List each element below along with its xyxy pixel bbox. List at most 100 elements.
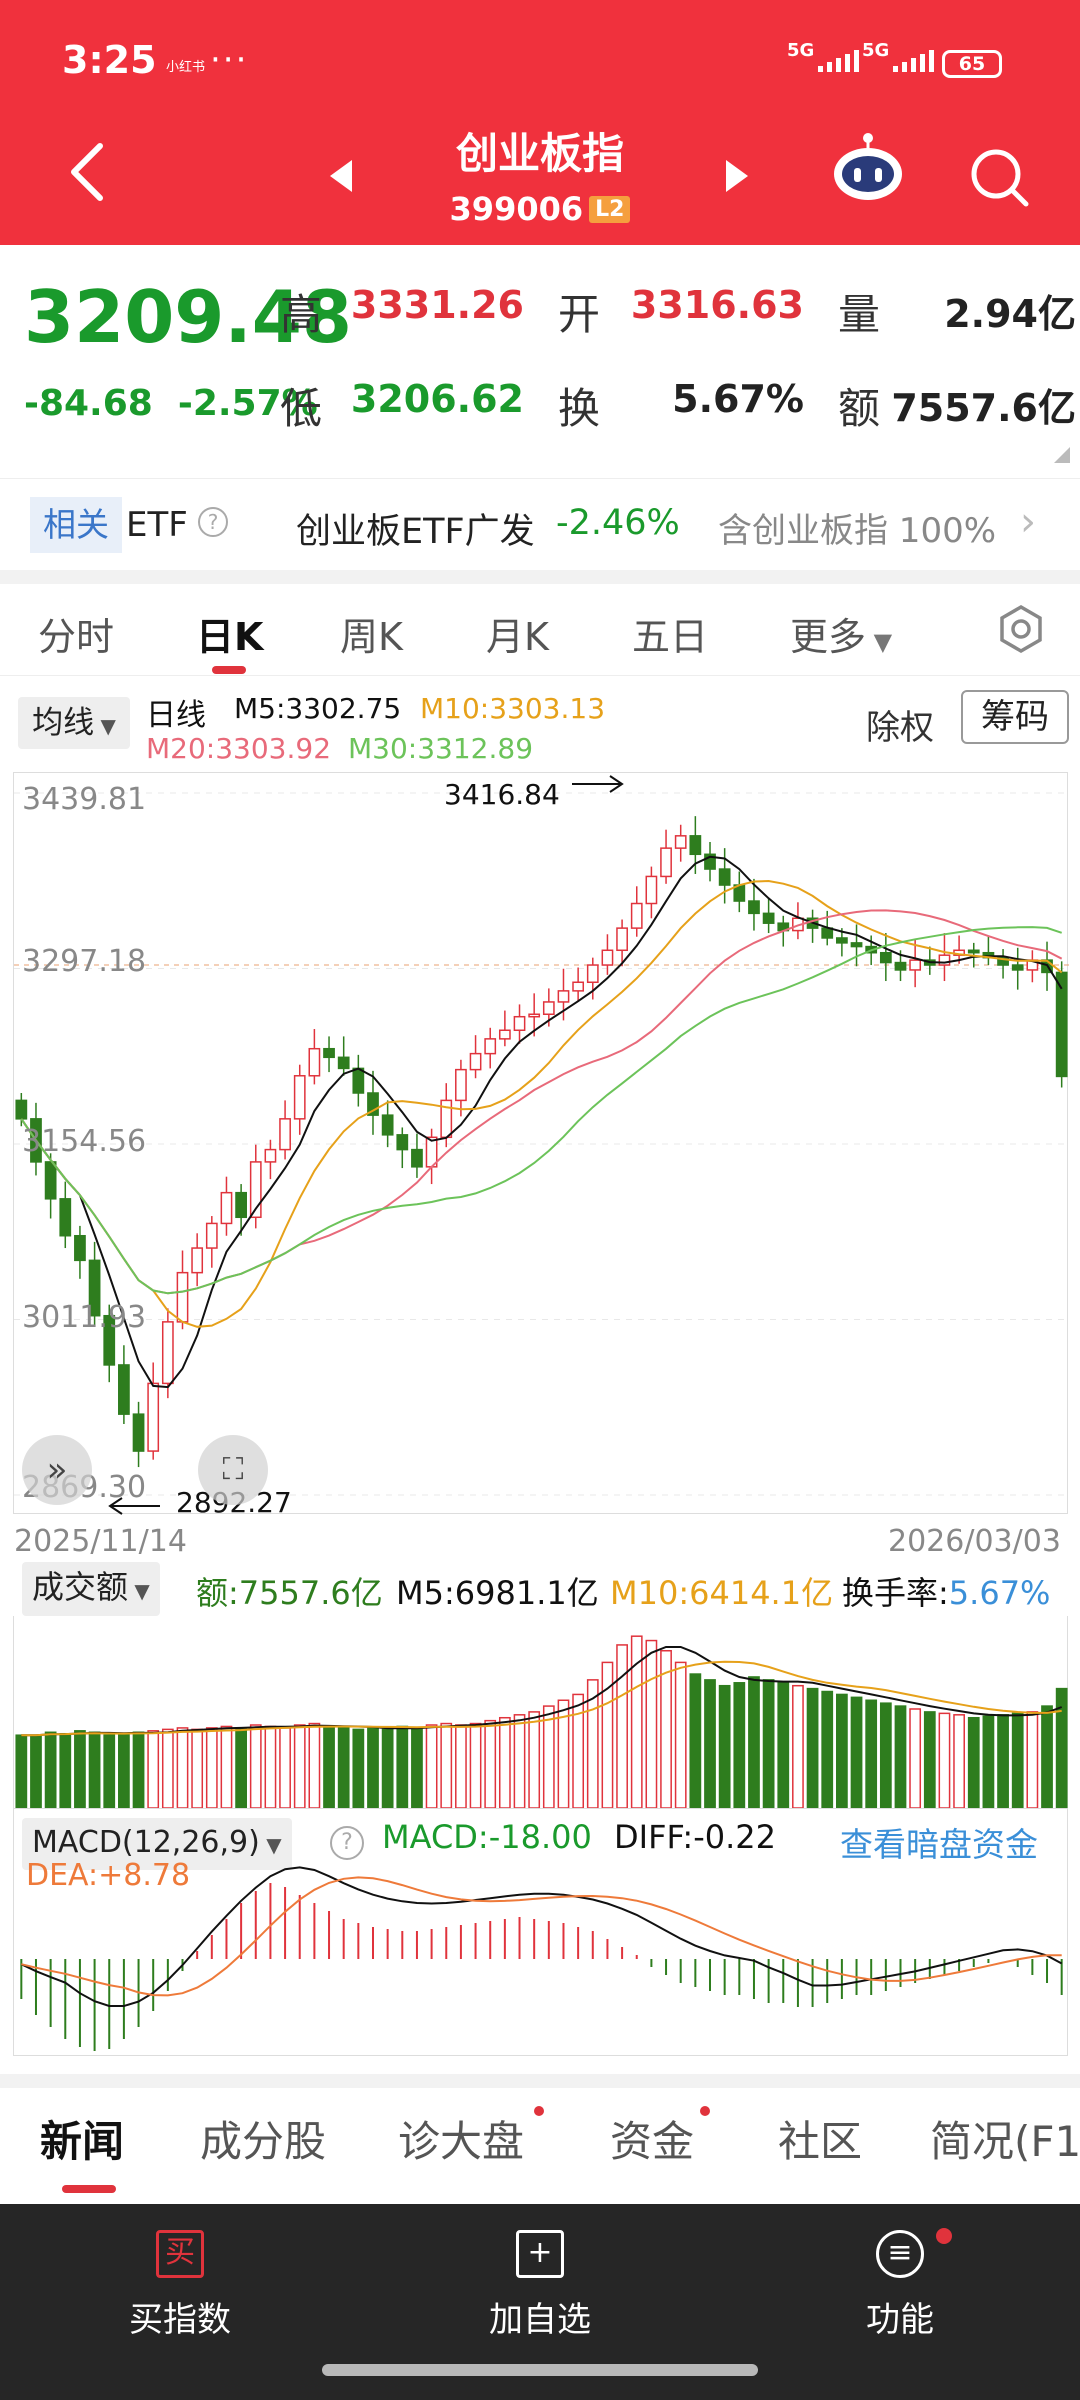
macd-select[interactable]: MACD(12,26,9) ▼ <box>22 1818 292 1870</box>
low-label: 低 <box>280 384 323 433</box>
volume-bar <box>1011 1712 1024 1809</box>
candle-body <box>879 951 892 964</box>
adjust-button[interactable]: 除权 <box>866 708 934 748</box>
high-label: 高 <box>280 290 323 339</box>
tab-community[interactable]: 社区 <box>778 2117 863 2166</box>
expand-left-icon[interactable]: » <box>22 1435 92 1505</box>
tab-constituents[interactable]: 成分股 <box>200 2117 327 2166</box>
volume-bar <box>411 1727 423 1809</box>
last-price: 3209.48 <box>24 275 352 359</box>
candle-body <box>967 949 980 954</box>
candle-body <box>381 1114 394 1136</box>
tab-underline <box>62 2185 116 2193</box>
divider <box>0 2074 1080 2088</box>
ma20-label: M20:3303.92 <box>146 732 332 765</box>
chips-button[interactable]: 筹码 <box>961 690 1069 744</box>
volume-bar <box>103 1734 116 1809</box>
macd-value: MACD:-18.00 <box>382 1818 592 1856</box>
quote-panel: 3209.48 -84.68 -2.57% 高 3331.26 开 3316.6… <box>0 245 1080 475</box>
tab-five-day[interactable]: 五日 <box>632 615 709 659</box>
change-pct: -2.57% <box>177 383 318 424</box>
home-indicator[interactable] <box>322 2364 758 2376</box>
signal-bars-2-icon <box>893 50 934 72</box>
tab-funds[interactable]: 资金 <box>610 2117 695 2166</box>
macd-chart[interactable] <box>13 1808 1068 2056</box>
tab-news[interactable]: 新闻 <box>40 2117 125 2166</box>
volume-bar <box>1055 1687 1068 1809</box>
candle-body <box>616 927 628 952</box>
candle-body <box>528 1013 541 1018</box>
volume-bar <box>88 1731 101 1809</box>
buy-index-button[interactable]: 买 买指数 <box>0 2204 360 2400</box>
kline-svg <box>14 792 1069 1496</box>
gear-icon[interactable] <box>996 604 1046 654</box>
fullscreen-icon[interactable]: ⛶ <box>198 1435 268 1505</box>
related-tag: 相关 <box>30 497 122 553</box>
turnover-value: 5.67% <box>672 377 804 421</box>
robot-assistant-icon[interactable] <box>830 130 906 206</box>
caret-down-icon: ▼ <box>94 714 116 738</box>
help-icon[interactable]: ? <box>330 1826 364 1860</box>
volume-bar <box>616 1644 628 1809</box>
y-axis-label: 3154.56 <box>22 1124 147 1159</box>
macd-svg <box>20 1866 1063 2051</box>
kline-chart[interactable] <box>13 772 1069 1514</box>
candle-body <box>513 1015 526 1031</box>
ma30-label: M30:3312.89 <box>348 732 534 765</box>
volume-chart[interactable] <box>13 1616 1068 1809</box>
volume-bar <box>498 1716 511 1809</box>
dea-value: DEA:+8.78 <box>26 1858 191 1893</box>
tab-monthly-k[interactable]: 月K <box>486 615 549 659</box>
next-stock-icon[interactable] <box>722 156 752 196</box>
volume-bar <box>337 1727 350 1809</box>
volume-bar <box>923 1711 936 1809</box>
high-value: 3331.26 <box>350 283 524 327</box>
candle-body <box>132 1413 145 1452</box>
tab-intraday[interactable]: 分时 <box>38 615 115 659</box>
help-icon[interactable]: ? <box>198 507 228 537</box>
volume-select[interactable]: 成交额 ▼ <box>22 1562 160 1616</box>
chevron-right-icon[interactable]: › <box>1020 499 1036 545</box>
tab-daily-k[interactable]: 日K <box>196 615 264 659</box>
volume-bar <box>1041 1705 1053 1809</box>
caret-down-icon: ▼ <box>866 628 893 656</box>
candle-body <box>674 835 687 849</box>
dark-pool-link[interactable]: 查看暗盘资金 <box>840 1825 1038 1864</box>
y-axis-label: 3439.81 <box>22 782 147 817</box>
amount-value: 7557.6亿 <box>891 386 1076 430</box>
volume-bar <box>513 1714 526 1809</box>
volume-bar <box>249 1724 262 1809</box>
volume-bar <box>176 1727 189 1809</box>
ma-select[interactable]: 均线 ▼ <box>18 697 130 749</box>
macd-select-label: MACD(12,26,9) <box>32 1825 260 1860</box>
notification-dot <box>936 2228 952 2244</box>
ma30-line <box>20 926 1063 1295</box>
expand-corner-icon[interactable] <box>1052 445 1072 465</box>
candle-body <box>484 1038 497 1055</box>
function-button[interactable]: ≡ 功能 <box>720 2204 1080 2400</box>
y-axis-label: 3297.18 <box>22 944 147 979</box>
period-label: 日线 <box>146 698 206 733</box>
tab-weekly-k[interactable]: 周K <box>340 615 403 659</box>
tab-diagnose[interactable]: 诊大盘 <box>398 2117 525 2166</box>
volume-bar <box>132 1731 145 1809</box>
tab-more[interactable]: 更多 ▼ <box>790 606 892 661</box>
app-header: 3:25 小红书 ··· 5G 5G 65 创业板指 399006 L2 <box>0 0 1080 245</box>
y-axis-label: 3011.93 <box>22 1300 147 1335</box>
diff-line <box>20 1866 1063 2007</box>
tab-overview[interactable]: 简况(F1 <box>930 2117 1080 2166</box>
add-watchlist-button[interactable]: + 加自选 <box>360 2204 720 2400</box>
candle-body <box>396 1134 409 1151</box>
candle-body <box>293 1075 306 1120</box>
volume-select-label: 成交额 <box>32 1568 129 1606</box>
related-etf-row[interactable]: 相关 ETF ? 创业板ETF广发 -2.46% 含创业板指 100% › <box>0 478 1080 570</box>
back-icon[interactable] <box>64 140 108 204</box>
bottom-action-bar: 买 买指数 + 加自选 ≡ 功能 <box>0 2204 1080 2400</box>
volume-bar <box>542 1705 555 1809</box>
function-label: 功能 <box>866 2300 934 2340</box>
prev-stock-icon[interactable] <box>326 156 356 196</box>
open-value: 3316.63 <box>630 283 804 327</box>
search-icon[interactable] <box>968 146 1032 210</box>
volume-m5: M5:6981.1亿 <box>396 1574 599 1612</box>
status-bar: 3:25 小红书 ··· 5G 5G 65 <box>0 0 1080 120</box>
